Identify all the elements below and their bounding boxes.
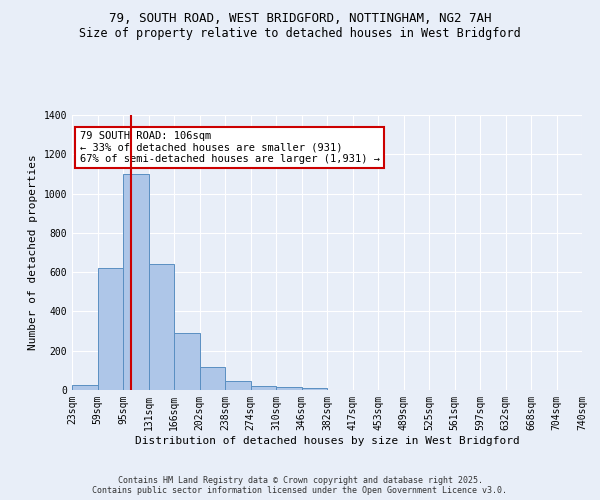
Text: 79, SOUTH ROAD, WEST BRIDGFORD, NOTTINGHAM, NG2 7AH: 79, SOUTH ROAD, WEST BRIDGFORD, NOTTINGH… [109, 12, 491, 26]
Bar [72, 385, 97, 390]
Bar [225, 381, 251, 390]
Bar [302, 388, 327, 390]
Text: 79 SOUTH ROAD: 106sqm
← 33% of detached houses are smaller (931)
67% of semi-det: 79 SOUTH ROAD: 106sqm ← 33% of detached … [80, 130, 380, 164]
Bar [97, 268, 123, 390]
Y-axis label: Number of detached properties: Number of detached properties [28, 154, 38, 350]
Bar [251, 386, 276, 390]
Text: Size of property relative to detached houses in West Bridgford: Size of property relative to detached ho… [79, 28, 521, 40]
Bar [276, 387, 302, 390]
Bar [199, 368, 225, 390]
X-axis label: Distribution of detached houses by size in West Bridgford: Distribution of detached houses by size … [134, 436, 520, 446]
Text: Contains HM Land Registry data © Crown copyright and database right 2025.
Contai: Contains HM Land Registry data © Crown c… [92, 476, 508, 495]
Bar [123, 174, 149, 390]
Bar [174, 333, 199, 390]
Bar [149, 264, 174, 390]
